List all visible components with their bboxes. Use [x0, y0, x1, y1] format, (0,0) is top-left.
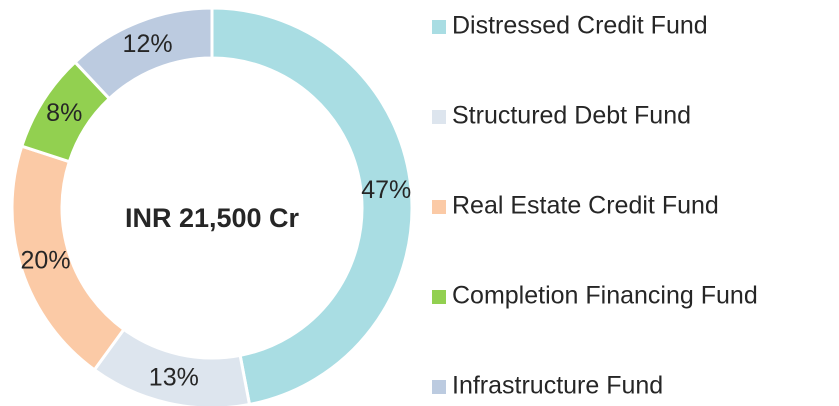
legend-swatch [432, 290, 446, 304]
legend-swatch [432, 110, 446, 124]
donut-slice [72, 6, 214, 101]
legend-label: Real Estate Credit Fund [452, 192, 719, 220]
legend-label: Distressed Credit Fund [452, 12, 708, 40]
legend-swatch [432, 20, 446, 34]
value-label: 47% [361, 176, 411, 204]
value-label: 8% [46, 99, 82, 127]
donut-slice [210, 6, 414, 406]
value-label: 13% [149, 363, 199, 391]
legend-label: Structured Debt Fund [452, 102, 691, 130]
value-label: 12% [123, 30, 173, 58]
legend-swatch [432, 380, 446, 394]
legend-label: Infrastructure Fund [452, 372, 663, 400]
center-label: INR 21,500 Cr [125, 203, 300, 233]
value-label: 20% [21, 247, 71, 275]
legend-swatch [432, 200, 446, 214]
legend-label: Completion Financing Fund [452, 282, 758, 310]
